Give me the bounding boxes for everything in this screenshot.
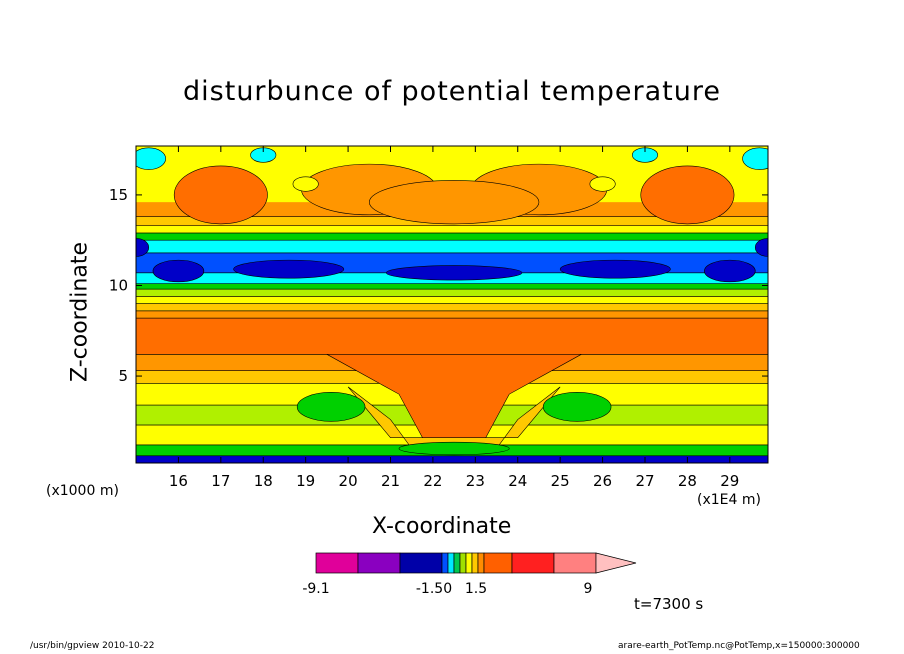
- plot-frame: [135, 145, 769, 464]
- x-tick-label: 22: [423, 472, 442, 490]
- y-tick-label: 15: [109, 186, 128, 204]
- x-tick-label: 17: [211, 472, 230, 490]
- colorbar-swatch: [483, 552, 513, 574]
- contour-core: [152, 259, 205, 283]
- x-tick-label: 28: [678, 472, 697, 490]
- y-axis-unit: (x1000 m): [46, 483, 119, 499]
- x-tick-label: 16: [169, 472, 188, 490]
- colorbar-extension: [595, 552, 637, 574]
- contour-lobe: [542, 392, 612, 422]
- contour-lobe: [640, 165, 735, 225]
- footer-command: /usr/bin/gpview 2010-10-22: [30, 641, 155, 651]
- colorbar-swatch: [459, 552, 467, 574]
- colorbar-swatch: [477, 552, 485, 574]
- colorbar-swatch: [447, 552, 455, 574]
- contour-band: [136, 232, 768, 241]
- contour-plume-edge: [347, 386, 561, 449]
- contour-lobe: [292, 176, 319, 192]
- colorbar-label: -9.1: [302, 581, 329, 597]
- contour-band: [136, 455, 768, 463]
- colorbar-swatch: [465, 552, 473, 574]
- x-tick-label: 19: [296, 472, 315, 490]
- contour-band: [136, 317, 768, 355]
- colorbar-label: -1.50: [416, 581, 452, 597]
- y-tick-label: 5: [118, 367, 128, 385]
- colorbar-swatch: [441, 552, 449, 574]
- contour-lobe: [589, 176, 616, 192]
- colorbar: -9.1 -1.50 1.5 9: [302, 552, 637, 597]
- contour-field: [136, 146, 768, 463]
- colorbar-swatch: [357, 552, 401, 574]
- x-tick-label: 25: [551, 472, 570, 490]
- colorbar-label: 9: [584, 581, 593, 597]
- time-annotation: t=7300 s: [634, 595, 704, 613]
- y-axis-label: Z-coordinate: [67, 242, 93, 382]
- y-axis: 5 10 15: [109, 186, 768, 385]
- colorbar-swatch: [553, 552, 597, 574]
- colorbar-swatch: [453, 552, 461, 574]
- contour-lobe: [296, 392, 366, 422]
- contour-band: [136, 239, 768, 254]
- x-tick-label: 24: [508, 472, 527, 490]
- x-tick-label: 27: [635, 472, 654, 490]
- chart-title: disturbunce of potential temperature: [183, 76, 721, 107]
- x-tick-label: 20: [339, 472, 358, 490]
- contour-lobe: [136, 147, 166, 170]
- x-axis: 16 17 18 19 20 21 22 23 24 25 26 27 28 29: [169, 146, 739, 490]
- contour-lobe: [173, 165, 268, 225]
- y-tick-label: 10: [109, 276, 128, 294]
- contour-core: [385, 265, 523, 281]
- contour-core: [559, 259, 671, 279]
- x-tick-label: 29: [720, 472, 739, 490]
- x-tick-label: 18: [254, 472, 273, 490]
- contour-core: [704, 259, 756, 283]
- colorbar-label: 1.5: [465, 581, 487, 597]
- contour-band: [136, 283, 768, 290]
- contour-lobe: [398, 441, 510, 456]
- contour-band: [136, 310, 768, 319]
- contour-core: [233, 259, 345, 279]
- x-tick-label: 23: [466, 472, 485, 490]
- x-axis-unit: (x1E4 m): [697, 492, 761, 508]
- contour-lobe: [368, 180, 540, 225]
- x-tick-label: 26: [593, 472, 612, 490]
- contour-band: [136, 225, 768, 234]
- contour-lobe: [742, 147, 768, 170]
- colorbar-swatch: [471, 552, 479, 574]
- x-tick-label: 21: [381, 472, 400, 490]
- contour-band: [136, 303, 768, 312]
- colorbar-swatch: [511, 552, 555, 574]
- contour-band: [136, 296, 768, 304]
- footer-source: arare-earth_PotTemp.nc@PotTemp,x=150000:…: [618, 641, 860, 651]
- colorbar-swatch: [315, 552, 359, 574]
- x-axis-label: X-coordinate: [372, 514, 512, 539]
- colorbar-swatch: [399, 552, 443, 574]
- contour-band: [136, 288, 768, 297]
